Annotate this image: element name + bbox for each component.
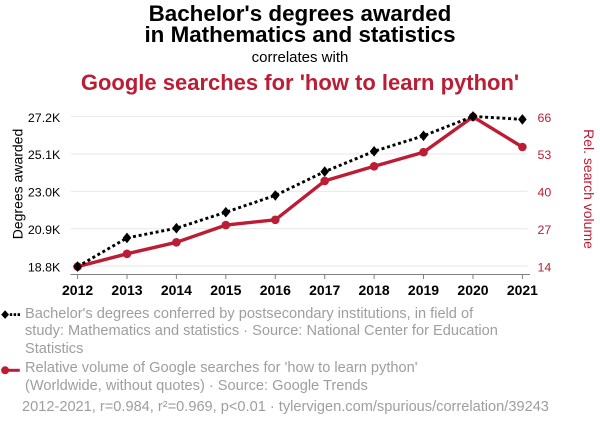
svg-text:2015: 2015 <box>210 282 241 298</box>
svg-text:Rel. search volume: Rel. search volume <box>581 129 597 249</box>
svg-text:2021: 2021 <box>507 282 538 298</box>
svg-text:20.9K: 20.9K <box>28 223 61 237</box>
svg-text:2014: 2014 <box>161 282 192 298</box>
svg-text:2012: 2012 <box>62 282 93 298</box>
svg-text:66: 66 <box>538 111 552 125</box>
svg-text:2013: 2013 <box>111 282 142 298</box>
svg-text:27: 27 <box>538 223 552 237</box>
svg-text:23.0K: 23.0K <box>28 186 61 200</box>
svg-text:14: 14 <box>538 260 552 274</box>
svg-text:25.1K: 25.1K <box>28 148 61 162</box>
svg-text:27.2K: 27.2K <box>28 111 61 125</box>
svg-text:2016: 2016 <box>260 282 291 298</box>
svg-text:2019: 2019 <box>408 282 439 298</box>
svg-text:2018: 2018 <box>359 282 390 298</box>
svg-text:2020: 2020 <box>457 282 488 298</box>
svg-text:40: 40 <box>538 186 552 200</box>
svg-text:Degrees awarded: Degrees awarded <box>9 129 25 240</box>
svg-text:18.8K: 18.8K <box>28 260 61 274</box>
svg-text:53: 53 <box>538 148 552 162</box>
svg-text:2017: 2017 <box>309 282 340 298</box>
